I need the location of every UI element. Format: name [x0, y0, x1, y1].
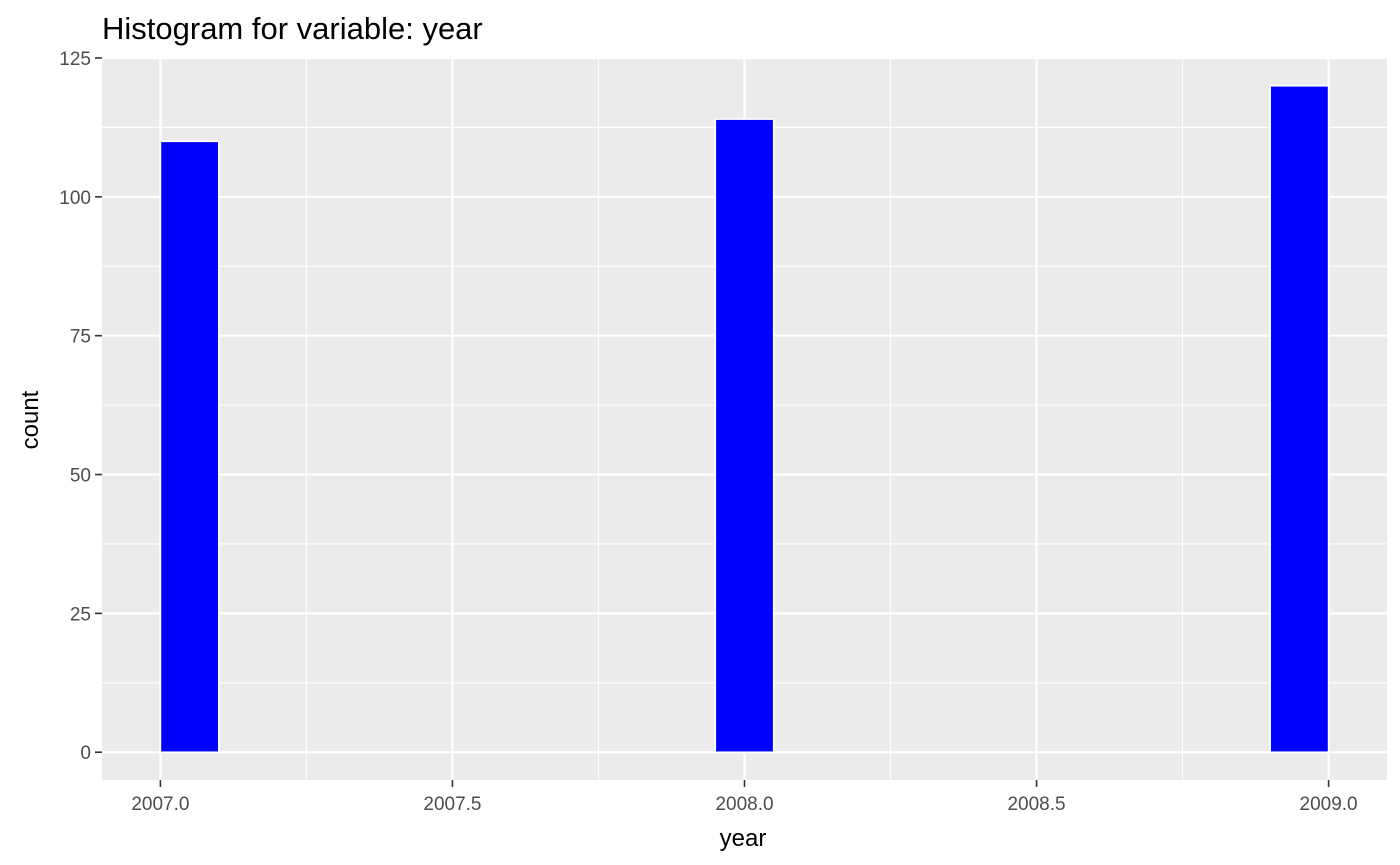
- y-tick-label: 25: [70, 604, 91, 625]
- x-axis: 2007.0 2007.5 2008.0 2008.5 2009.0: [131, 780, 1358, 815]
- x-tick-label: 2007.5: [423, 794, 481, 815]
- x-axis-title: year: [720, 825, 767, 852]
- chart-title: Histogram for variable: year: [102, 11, 483, 46]
- y-axis-title: count: [17, 390, 44, 449]
- y-tick-label: 125: [59, 49, 91, 70]
- y-tick-label: 75: [70, 327, 91, 348]
- histogram-bars: [159, 84, 1330, 754]
- y-tick-label: 100: [59, 188, 91, 209]
- histogram-bar: [159, 140, 220, 754]
- x-tick-label: 2007.0: [131, 794, 189, 815]
- histogram-bar: [1269, 84, 1330, 754]
- x-tick-label: 2009.0: [1300, 794, 1358, 815]
- y-tick-label: 0: [80, 743, 91, 764]
- x-tick-label: 2008.0: [715, 794, 773, 815]
- histogram-bar: [714, 118, 775, 754]
- y-axis: 0 25 50 75 100 125: [59, 49, 102, 764]
- y-tick-label: 50: [70, 466, 91, 487]
- x-tick-label: 2008.5: [1007, 794, 1065, 815]
